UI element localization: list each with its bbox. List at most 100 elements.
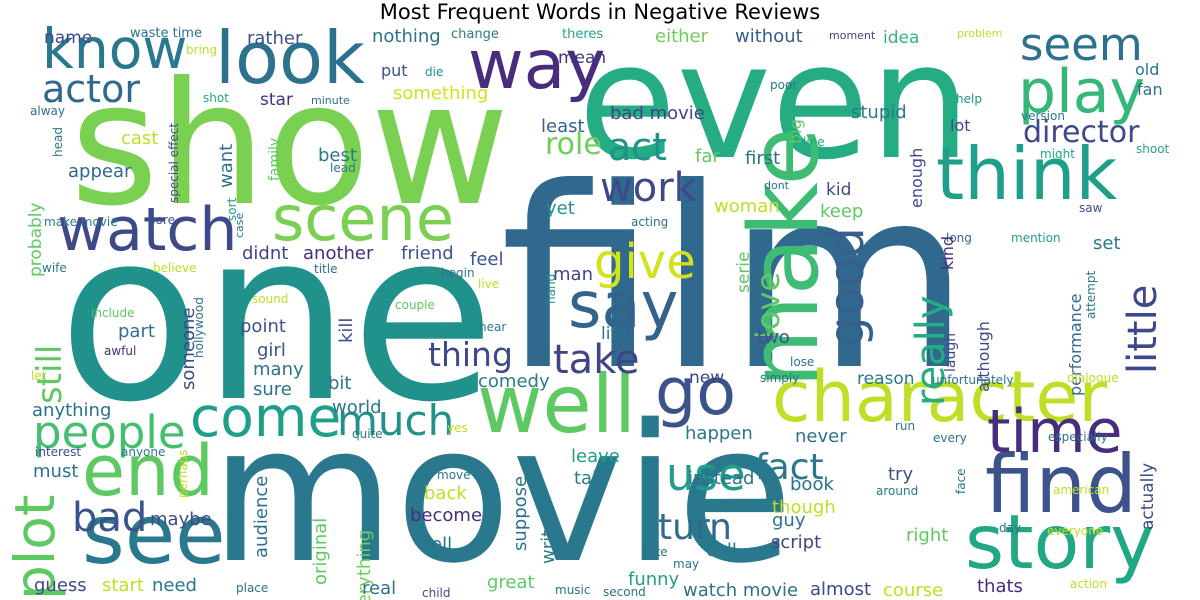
word-american: american bbox=[1053, 483, 1110, 497]
word-begin: begin bbox=[441, 266, 475, 280]
word-fact: fact bbox=[755, 447, 824, 488]
word-day: day bbox=[999, 521, 1022, 535]
word-bore: bore bbox=[148, 213, 176, 227]
word-actually: actually bbox=[1138, 462, 1158, 530]
word-bring: bring bbox=[186, 43, 218, 57]
word-enough: enough bbox=[907, 147, 926, 208]
word-movie: movie bbox=[210, 384, 794, 600]
word-dialogue: dialogue bbox=[1067, 371, 1119, 385]
chart-title: Most Frequent Words in Negative Reviews bbox=[379, 0, 821, 24]
word-star: star bbox=[260, 90, 293, 110]
word-sound: sound bbox=[252, 292, 289, 306]
word-another: another bbox=[303, 243, 374, 264]
word-play: play bbox=[1018, 57, 1146, 127]
word-appear: appear bbox=[68, 161, 132, 182]
word-title: title bbox=[314, 262, 338, 276]
word-waste-time: waste time bbox=[130, 26, 202, 41]
word-someone: someone bbox=[178, 307, 199, 390]
word-lead: lead bbox=[330, 161, 356, 175]
word-minute: minute bbox=[311, 94, 350, 107]
word-man: man bbox=[553, 264, 593, 285]
word-least: least bbox=[541, 116, 585, 137]
word-cloud: film movie one even show character look way stor… bbox=[0, 26, 1200, 600]
word-character: character bbox=[772, 356, 1108, 438]
word-keep: keep bbox=[820, 201, 864, 222]
word-world: world bbox=[332, 397, 382, 418]
word-watch: watch bbox=[57, 195, 238, 265]
word-case: case bbox=[233, 213, 246, 239]
word-one: one bbox=[58, 181, 496, 454]
word-film: film bbox=[500, 134, 971, 425]
word-watch-movie: watch movie bbox=[683, 580, 799, 600]
word-many: many bbox=[253, 359, 304, 380]
word-saw: saw bbox=[1079, 201, 1103, 215]
word-old: old bbox=[1135, 60, 1160, 79]
word-happen: happen bbox=[685, 423, 753, 444]
word-yet: yet bbox=[546, 198, 575, 219]
word-may: may bbox=[673, 557, 700, 571]
word-interest: interest bbox=[35, 445, 82, 459]
word-friend: friend bbox=[401, 243, 454, 264]
word-feel: feel bbox=[470, 249, 504, 270]
word-work: work bbox=[600, 165, 697, 211]
word-idea: idea bbox=[883, 28, 920, 48]
word-time: time bbox=[987, 397, 1123, 467]
word-thats: thats bbox=[977, 576, 1023, 597]
word-need: need bbox=[152, 575, 197, 596]
word-actor: actor bbox=[42, 67, 140, 111]
word-know: know bbox=[42, 26, 188, 81]
word-unfortunately: unfortunately bbox=[932, 373, 1014, 387]
word-long: long bbox=[946, 231, 972, 245]
word-back: back bbox=[424, 483, 467, 504]
word-want: want bbox=[216, 143, 237, 189]
word-try: try bbox=[888, 464, 914, 485]
word-two: two bbox=[757, 327, 790, 348]
word-think: think bbox=[936, 132, 1118, 216]
word-move: move bbox=[437, 468, 471, 482]
word-sure: sure bbox=[253, 379, 292, 400]
word-wife: wife bbox=[42, 261, 67, 275]
word-look: look bbox=[215, 26, 365, 100]
word-include: include bbox=[91, 306, 135, 320]
word-something: something bbox=[393, 83, 489, 104]
word-almost: almost bbox=[810, 579, 872, 600]
word-people: people bbox=[33, 406, 186, 459]
word-real: real bbox=[362, 578, 397, 599]
word-guess: guess bbox=[34, 575, 87, 596]
word-way: way bbox=[468, 26, 606, 105]
word-much: much bbox=[337, 396, 455, 445]
word-maybe: maybe bbox=[150, 509, 212, 530]
word-second: second bbox=[603, 585, 646, 599]
word-place: place bbox=[236, 581, 269, 595]
word-change: change bbox=[451, 27, 499, 42]
word-everyone: everyone bbox=[1047, 524, 1104, 538]
word-cast: cast bbox=[121, 128, 159, 149]
word-acting: acting bbox=[631, 215, 669, 229]
word-funny: funny bbox=[628, 569, 680, 590]
word-must: must bbox=[33, 461, 79, 482]
word-best: best bbox=[318, 145, 357, 166]
word-act: act bbox=[608, 125, 668, 169]
word-tell: tell bbox=[424, 534, 453, 555]
word-say: say bbox=[568, 269, 679, 343]
word-make-movie: make movie bbox=[44, 215, 118, 229]
word-life: life bbox=[601, 324, 627, 344]
word-point: point bbox=[240, 316, 286, 337]
word-special-effect: special effect bbox=[167, 122, 181, 203]
word-yes: yes bbox=[447, 421, 468, 435]
word-big: big bbox=[786, 119, 805, 144]
word-seem: seem bbox=[1020, 26, 1143, 71]
word-laugh: laugh bbox=[943, 332, 959, 372]
word-suppose: suppose bbox=[510, 475, 531, 551]
word-alway: alway bbox=[30, 104, 65, 118]
word-come: come bbox=[190, 385, 342, 449]
word-leave: leave bbox=[571, 446, 620, 467]
word-anything: anything bbox=[32, 400, 112, 421]
word-write: write bbox=[538, 518, 559, 564]
word-bad: bad bbox=[72, 495, 148, 541]
word-lose: lose bbox=[790, 355, 815, 369]
word-right: right bbox=[906, 525, 949, 546]
word-call: call bbox=[706, 540, 737, 561]
word-book: book bbox=[790, 474, 834, 495]
word-girl: girl bbox=[257, 340, 286, 361]
